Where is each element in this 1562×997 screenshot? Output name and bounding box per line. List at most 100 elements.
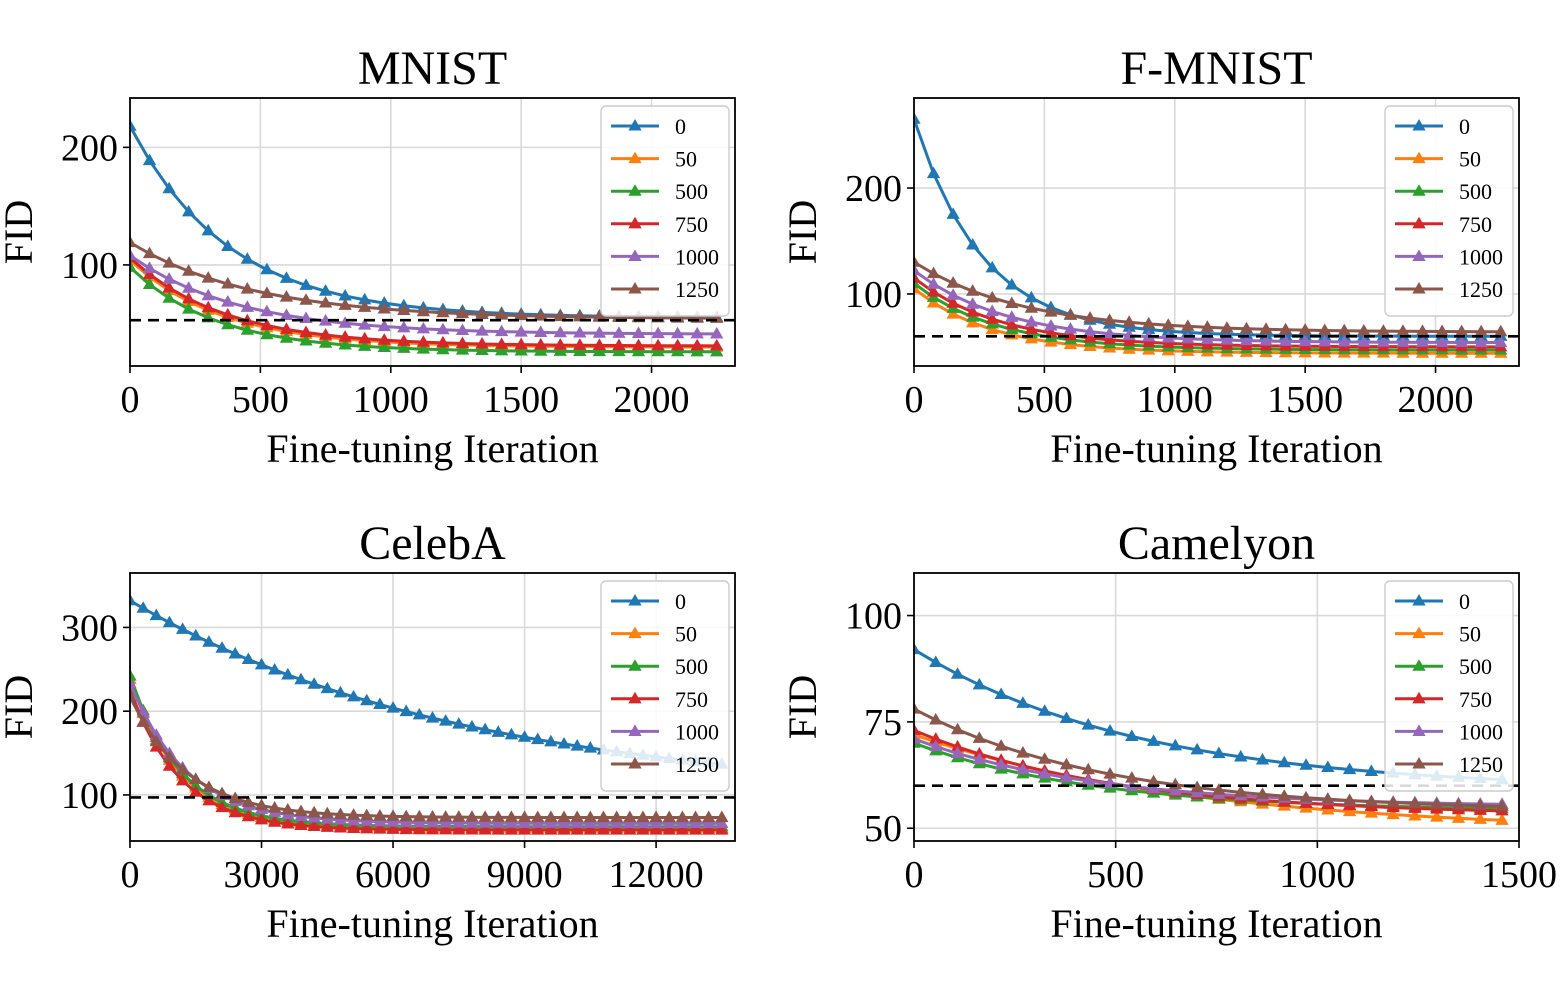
series-1000-marker-17	[455, 323, 470, 336]
series-1000-marker-27	[1435, 335, 1449, 347]
series-500-marker-0	[130, 260, 137, 272]
series-750-marker-21	[399, 822, 413, 835]
series-1250-marker-25	[1396, 324, 1410, 336]
series-1000-marker-3	[182, 281, 196, 293]
series-500-marker-26	[631, 344, 646, 357]
series-0-marker-13	[377, 296, 391, 308]
series-750-marker-9	[1083, 331, 1097, 343]
series-0-marker-5	[189, 628, 203, 641]
series-500-marker-14	[397, 341, 411, 353]
series-1250-marker-24	[1430, 797, 1444, 809]
x-tick-label: 1500	[483, 379, 559, 421]
series-1250-marker-15	[416, 304, 431, 317]
series-1000-marker-39	[636, 816, 650, 828]
x-tick-label: 500	[1016, 379, 1073, 421]
legend-label-1000: 1000	[1459, 244, 1503, 269]
series-1250-marker-11	[1122, 315, 1136, 327]
legend-marker-500	[1412, 184, 1426, 196]
series-750-marker-16	[436, 335, 450, 348]
series-1000-marker-28	[1454, 335, 1469, 348]
series-750-marker-24	[592, 338, 607, 350]
legend-marker-1250	[628, 757, 642, 769]
series-750-marker-8	[279, 322, 294, 334]
series-1000-marker-20	[514, 325, 528, 337]
series-line-750	[130, 689, 722, 832]
series-1000-marker-38	[623, 816, 637, 828]
series-750-marker-8	[228, 805, 242, 818]
series-1250-marker-4	[201, 271, 215, 283]
series-1250-marker-22	[553, 309, 567, 322]
series-750-marker-5	[189, 785, 203, 797]
series-1250-marker-10	[1125, 771, 1139, 783]
series-0-marker-25	[452, 717, 466, 729]
series-1250-marker-9	[241, 795, 256, 807]
series-1250-marker-31	[531, 810, 545, 823]
y-tick-label: 50	[864, 808, 902, 850]
series-0-marker-0	[914, 642, 921, 655]
series-1250-marker-20	[386, 809, 400, 821]
series-750-marker-3	[182, 291, 196, 304]
series-0-marker-0	[130, 119, 137, 131]
series-750-marker-25	[612, 338, 626, 351]
panel-1: 0 500 1000 1500 2000100200F-MNISTFine-tuning…	[780, 42, 1520, 471]
series-750-marker-39	[636, 823, 650, 835]
series-750-marker-34	[570, 823, 584, 835]
legend-label-50: 50	[675, 622, 697, 647]
series-0-marker-27	[478, 722, 492, 735]
series-1250-marker-42	[675, 810, 690, 823]
series-1000-marker-11	[338, 316, 352, 328]
series-1250-marker-16	[436, 305, 450, 318]
series-0-marker-15	[320, 681, 334, 694]
series-500-marker-2	[162, 291, 176, 303]
series-1000-marker-36	[596, 816, 611, 828]
series-1250-marker-1	[929, 712, 943, 725]
series-0-marker-2	[162, 181, 176, 194]
series-1250-marker-18	[1299, 790, 1313, 803]
series-50-marker-20	[1342, 804, 1357, 817]
series-1250-marker-12	[281, 802, 295, 815]
x-axis-label: Fine-tuning Iteration	[1050, 901, 1382, 946]
series-50-marker-21	[1364, 806, 1379, 818]
series-50-marker-23	[1408, 808, 1422, 821]
series-1000-marker-7	[1059, 770, 1074, 783]
x-tick-label: 1500	[1267, 379, 1343, 421]
series-0-marker-5	[1016, 696, 1030, 708]
series-750-marker-40	[649, 823, 663, 835]
legend-label-1000: 1000	[675, 719, 719, 744]
series-line-750	[914, 729, 1503, 813]
series-1000-marker-30	[1494, 335, 1508, 348]
series-0-marker-5	[221, 239, 235, 251]
series-1250-marker-12	[1142, 316, 1156, 329]
series-0-marker-17	[1277, 755, 1291, 768]
series-750-marker-24	[439, 822, 453, 835]
x-tick-label: 500	[1087, 854, 1144, 896]
series-1250-marker-43	[688, 810, 703, 823]
series-750-marker-18	[360, 821, 374, 834]
series-1250-marker-38	[623, 810, 637, 823]
series-0-marker-1	[929, 655, 943, 668]
series-0-marker-16	[333, 685, 348, 698]
series-500-marker-13	[377, 340, 391, 353]
series-0-marker-17	[346, 689, 361, 702]
series-750-marker-12	[281, 817, 295, 829]
series-500-marker-19	[494, 343, 509, 356]
series-line-50	[130, 678, 722, 830]
series-0-marker-8	[228, 646, 242, 659]
series-500-marker-17	[455, 343, 470, 355]
series-1250-marker-6	[1024, 301, 1038, 313]
series-500-marker-30	[710, 344, 724, 357]
series-750-marker-14	[307, 819, 321, 832]
series-0-marker-0	[914, 112, 921, 124]
series-1250-marker-9	[1083, 311, 1097, 323]
legend-label-50: 50	[1459, 147, 1481, 172]
series-0-marker-12	[1168, 738, 1183, 751]
series-1000-marker-27	[651, 326, 665, 339]
axes-frame	[913, 572, 1520, 842]
series-0-marker-24	[439, 714, 453, 726]
y-tick-label: 200	[845, 168, 902, 210]
legend: 0 50 500 750 1000 1250	[600, 580, 730, 792]
series-1000-marker-44	[702, 816, 716, 828]
legend-label-1250: 1250	[1459, 752, 1503, 777]
series-500-marker-28	[670, 344, 685, 357]
series-1250-marker-24	[439, 810, 453, 822]
